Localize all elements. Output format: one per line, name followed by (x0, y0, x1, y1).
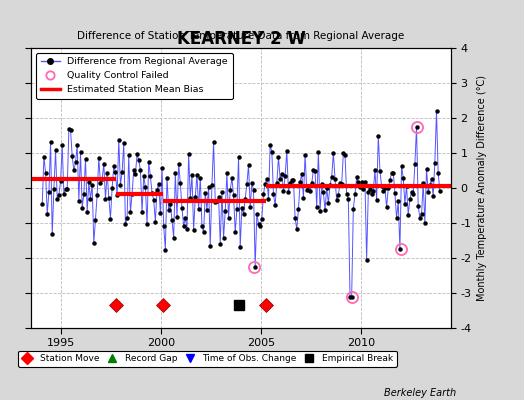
Text: Difference of Station Temperature Data from Regional Average: Difference of Station Temperature Data f… (78, 31, 405, 41)
Y-axis label: Monthly Temperature Anomaly Difference (°C): Monthly Temperature Anomaly Difference (… (477, 75, 487, 301)
Title: KEARNEY 2 W: KEARNEY 2 W (177, 30, 305, 48)
Text: Berkeley Earth: Berkeley Earth (384, 388, 456, 398)
Legend: Station Move, Record Gap, Time of Obs. Change, Empirical Break: Station Move, Record Gap, Time of Obs. C… (18, 351, 397, 367)
